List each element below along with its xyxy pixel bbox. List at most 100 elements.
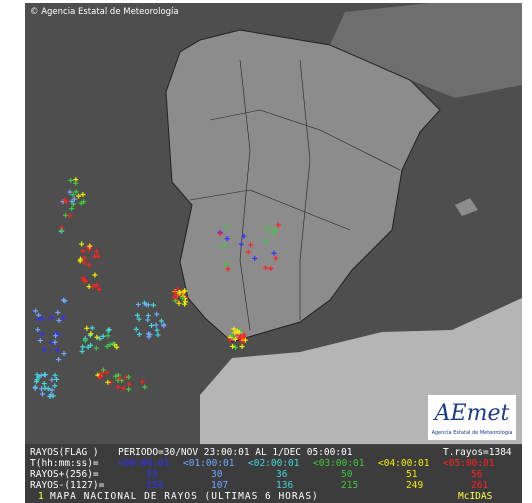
lightning-strike <box>153 322 159 328</box>
lightning-strike <box>34 377 40 383</box>
lightning-strike <box>88 342 94 348</box>
lightning-strike <box>225 266 231 272</box>
lightning-strike <box>41 381 47 387</box>
lightning-strike <box>174 292 180 298</box>
lightning-strike <box>88 331 94 337</box>
lightning-strike <box>154 327 160 333</box>
count-cell: 56 <box>471 469 483 480</box>
lightning-strike <box>241 332 247 338</box>
lightning-strike <box>115 384 121 390</box>
table: T(hh:mm:ss)= <00:00:01 <01:00:01 <02:00:01 <… <box>30 458 495 491</box>
lightning-strike <box>79 348 85 354</box>
lightning-strike <box>100 333 106 339</box>
lightning-strike <box>223 261 229 267</box>
lightning-strikes <box>32 177 281 399</box>
lightning-strike <box>155 332 161 338</box>
lightning-strike <box>133 326 139 332</box>
lightning-strike <box>114 344 120 350</box>
lightning-strike <box>272 227 278 233</box>
lightning-strike <box>39 316 45 322</box>
lightning-strike <box>33 308 39 314</box>
count-cell: 51 <box>406 469 418 480</box>
lightning-strike <box>36 312 42 318</box>
lightning-strike <box>104 369 110 375</box>
lightning-strike <box>236 329 242 335</box>
lightning-strike <box>110 341 116 347</box>
lightning-strike <box>173 298 179 304</box>
lightning-strike <box>36 317 42 323</box>
lightning-strike <box>142 384 148 390</box>
lightning-strike <box>145 331 151 337</box>
lightning-strike <box>80 191 86 197</box>
lightning-strike <box>78 200 84 206</box>
count-cell: RAYOS+(256)= <box>30 469 99 480</box>
summary-period: PERIODO=30/NOV 23:00:01 AL 1/DEC 05:00:0… <box>118 447 353 458</box>
lightning-strike <box>268 265 274 271</box>
lightning-strike <box>92 272 98 278</box>
lightning-strike <box>105 333 111 339</box>
lightning-strike <box>63 212 69 218</box>
count-cell: RAYOS-(1127)= <box>30 480 105 491</box>
lightning-strike <box>49 377 55 383</box>
lightning-strike <box>231 326 237 332</box>
lightning-strike <box>47 393 53 399</box>
lightning-strike <box>136 331 142 337</box>
lightning-strike <box>134 312 140 318</box>
balearic <box>455 198 478 216</box>
count-cell: 50 <box>341 469 353 480</box>
logo-subtitle: Agencia Estatal de Meteorología <box>432 429 513 436</box>
footer-index: 1 <box>38 491 44 502</box>
count-cell: 136 <box>276 480 293 491</box>
lightning-strike <box>45 386 51 392</box>
lightning-strike <box>158 318 164 324</box>
lightning-strike <box>263 265 269 271</box>
count-cell: 33 <box>146 469 157 480</box>
lightning-strike <box>126 374 132 380</box>
lightning-strike <box>239 343 245 349</box>
lightning-strike <box>106 327 112 333</box>
count-cell: 36 <box>276 469 288 480</box>
period-label: <05:00:01 <box>443 458 495 469</box>
copyright: © Agencia Estatal de Meteorología <box>30 7 179 17</box>
lightning-strike <box>80 344 86 350</box>
lightning-strike <box>39 331 45 337</box>
lightning-strike <box>55 347 61 353</box>
period-label: <00:00:01 <box>118 458 170 469</box>
lightning-strike <box>224 224 230 230</box>
info-panel <box>25 444 522 503</box>
lightning-strike <box>70 192 76 198</box>
lightning-strike <box>89 325 95 331</box>
lightning-strike <box>126 381 132 387</box>
iberia <box>165 29 441 343</box>
lightning-strike <box>85 344 91 350</box>
lightning-strike <box>76 193 82 199</box>
lightning-strike <box>39 386 45 392</box>
summary-total: T.rayos=1384 <box>443 447 512 458</box>
lightning-strike <box>238 335 244 341</box>
lightning-strike <box>77 258 83 264</box>
lightning-strike <box>86 262 92 268</box>
lightning-strike <box>52 339 58 345</box>
lightning-strike <box>96 286 102 292</box>
lightning-strike <box>182 299 188 305</box>
lightning-strike <box>121 385 127 391</box>
lightning-strike <box>217 231 223 237</box>
lightning-strike <box>67 189 73 195</box>
summary-label: RAYOS(FLAG ) <box>30 447 99 458</box>
lightning-strike <box>227 337 233 343</box>
lightning-strike <box>265 225 271 231</box>
count-cell: 249 <box>406 480 423 491</box>
lightning-strike <box>87 243 93 249</box>
lightning-strike <box>93 345 99 351</box>
lightning-strike <box>95 253 101 259</box>
lightning-strike <box>241 233 247 239</box>
lightning-strike <box>271 250 277 256</box>
france <box>330 3 522 98</box>
count-cell: 215 <box>341 480 358 491</box>
lightning-strike <box>70 201 76 207</box>
lightning-strike <box>94 282 100 288</box>
lightning-strike <box>180 295 186 301</box>
lightning-strike <box>52 383 58 389</box>
lightning-strike <box>172 289 178 295</box>
